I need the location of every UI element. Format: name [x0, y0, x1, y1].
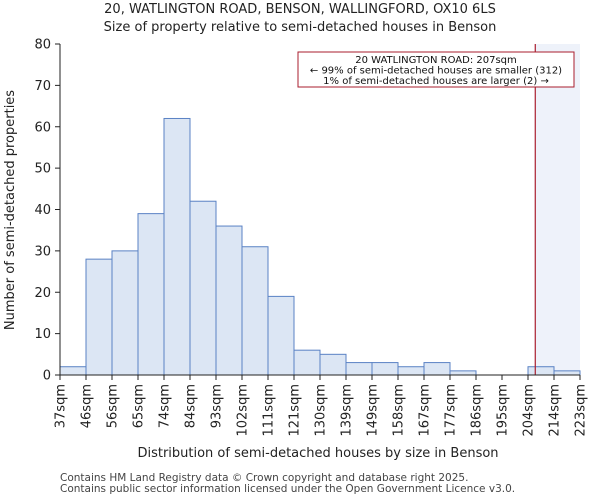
x-tick-label: 130sqm — [314, 384, 329, 437]
bar-56sqm — [111, 250, 139, 376]
x-tick-label: 37sqm — [54, 384, 69, 428]
x-tick-label: 111sqm — [262, 384, 277, 437]
annotation-line-3: 1% of semi-detached houses are larger (2… — [323, 76, 549, 87]
y-tick-label: 30 — [34, 244, 51, 259]
bar-111sqm — [267, 295, 295, 376]
bar-214sqm — [553, 370, 581, 376]
y-tick-label: 0 — [43, 369, 51, 384]
x-tick-label: 46sqm — [80, 384, 95, 428]
y-tick-label: 50 — [34, 162, 51, 177]
bar-149sqm — [371, 362, 399, 376]
footer-copyright: Contains HM Land Registry data © Crown c… — [60, 472, 469, 484]
bar-93sqm — [215, 225, 243, 376]
bar-167sqm — [423, 362, 451, 376]
x-tick-label: 56sqm — [106, 384, 121, 428]
x-tick-label: 158sqm — [392, 384, 407, 437]
bar-46sqm — [85, 258, 113, 376]
bar-204sqm — [527, 366, 555, 376]
annotation-line-2: ← 99% of semi-detached houses are smalle… — [310, 66, 562, 77]
bar-139sqm — [345, 362, 373, 376]
bar-84sqm — [189, 200, 217, 376]
chart-subtitle: Size of property relative to semi-detach… — [103, 20, 497, 35]
bar-158sqm — [397, 366, 425, 376]
y-tick-label: 40 — [34, 203, 51, 218]
x-tick-label: 65sqm — [132, 384, 147, 428]
chart-title: 20, WATLINGTON ROAD, BENSON, WALLINGFORD… — [104, 2, 496, 17]
x-tick-label: 84sqm — [184, 384, 199, 428]
y-tick-label: 80 — [34, 38, 51, 53]
bar-74sqm — [163, 117, 191, 376]
annotation-line-1: 20 WATLINGTON ROAD: 207sqm — [355, 55, 517, 66]
x-tick-label: 195sqm — [496, 384, 511, 437]
x-tick-label: 204sqm — [522, 384, 537, 437]
y-tick-label: 20 — [34, 286, 51, 301]
y-tick-label: 70 — [34, 79, 51, 94]
x-tick-label: 186sqm — [470, 384, 485, 437]
x-tick-label: 74sqm — [158, 384, 173, 428]
x-axis-label: Distribution of semi-detached houses by … — [137, 446, 498, 461]
bar-177sqm — [449, 370, 477, 376]
bar-65sqm — [137, 213, 165, 376]
y-tick-label: 10 — [34, 327, 51, 342]
y-axis-label: Number of semi-detached properties — [3, 90, 18, 330]
x-tick-label: 167sqm — [418, 384, 433, 437]
x-tick-label: 177sqm — [444, 384, 459, 437]
x-tick-label: 223sqm — [574, 384, 589, 437]
bar-130sqm — [319, 353, 347, 376]
bar-37sqm — [59, 366, 87, 376]
x-tick-label: 139sqm — [340, 384, 355, 437]
x-tick-label: 93sqm — [210, 384, 225, 428]
x-tick-label: 214sqm — [548, 384, 563, 437]
y-tick-label: 60 — [34, 120, 51, 135]
x-tick-label: 149sqm — [366, 384, 381, 437]
x-tick-label: 102sqm — [236, 384, 251, 437]
footer-licence: Contains public sector information licen… — [60, 483, 516, 495]
bar-102sqm — [241, 246, 269, 376]
annotation-box — [297, 51, 575, 88]
bar-121sqm — [293, 349, 321, 376]
x-tick-label: 121sqm — [288, 384, 303, 437]
larger-region-shade — [535, 44, 580, 375]
